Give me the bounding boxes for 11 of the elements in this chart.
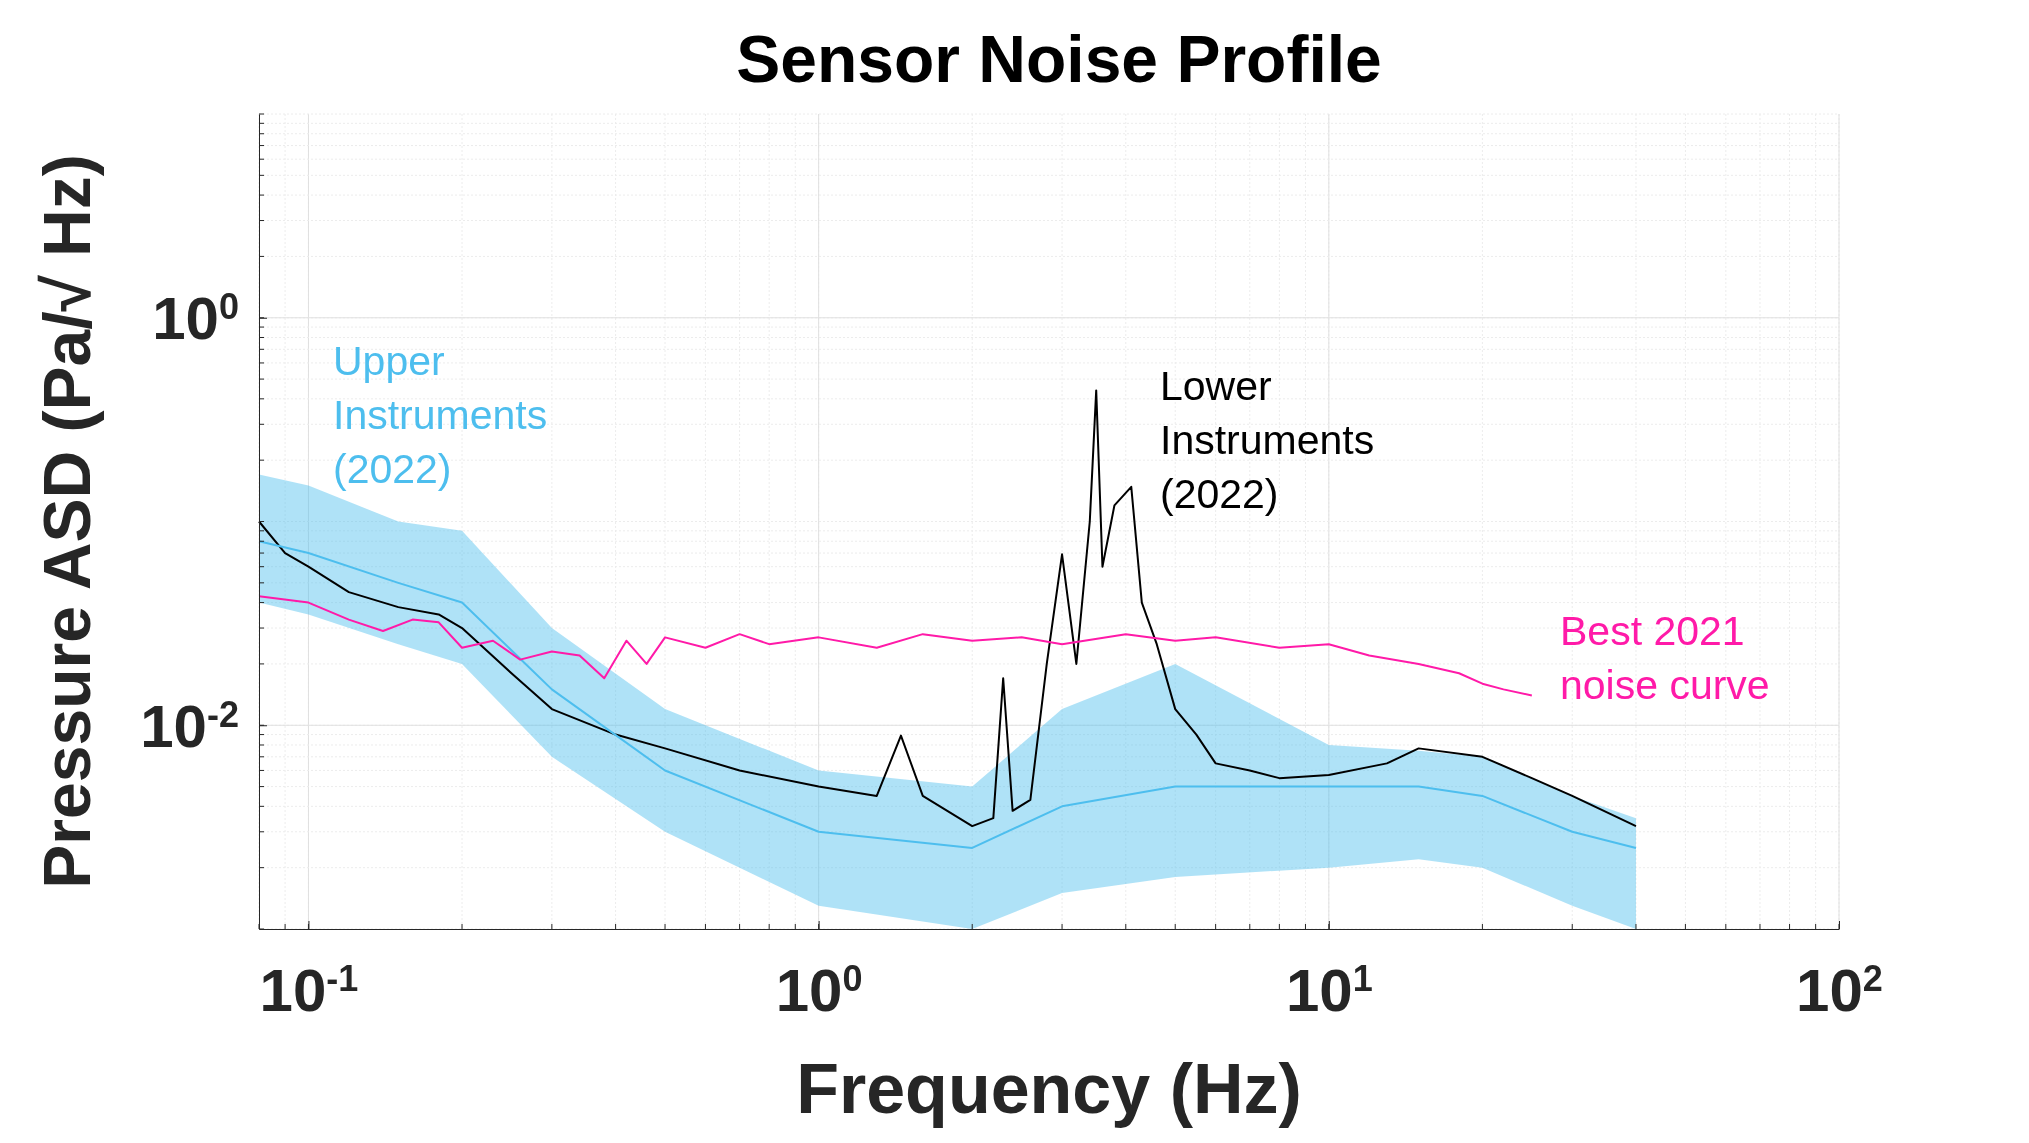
series-label: Lower Instruments (2022) — [1160, 363, 1375, 517]
y-axis-title: Pressure ASD (Pa/√ Hz) — [30, 154, 104, 889]
x-tick-label: 10$^{1}$ — [1285, 957, 1373, 1024]
series-label: Best 2021 noise curve — [1560, 608, 1770, 708]
series-label: Upper Instruments (2022) — [333, 338, 548, 492]
x-tick-label: 10$^{0}$ — [775, 957, 863, 1024]
y-tick-label: 10$^{-2}$ — [140, 692, 239, 760]
x-tick-label: 10$^{-1}$ — [259, 957, 359, 1024]
chart-title: Sensor Noise Profile — [736, 22, 1382, 96]
x-tick-label: 10$^{2}$ — [1796, 957, 1883, 1024]
x-axis-title: Frequency (Hz) — [796, 1050, 1302, 1128]
